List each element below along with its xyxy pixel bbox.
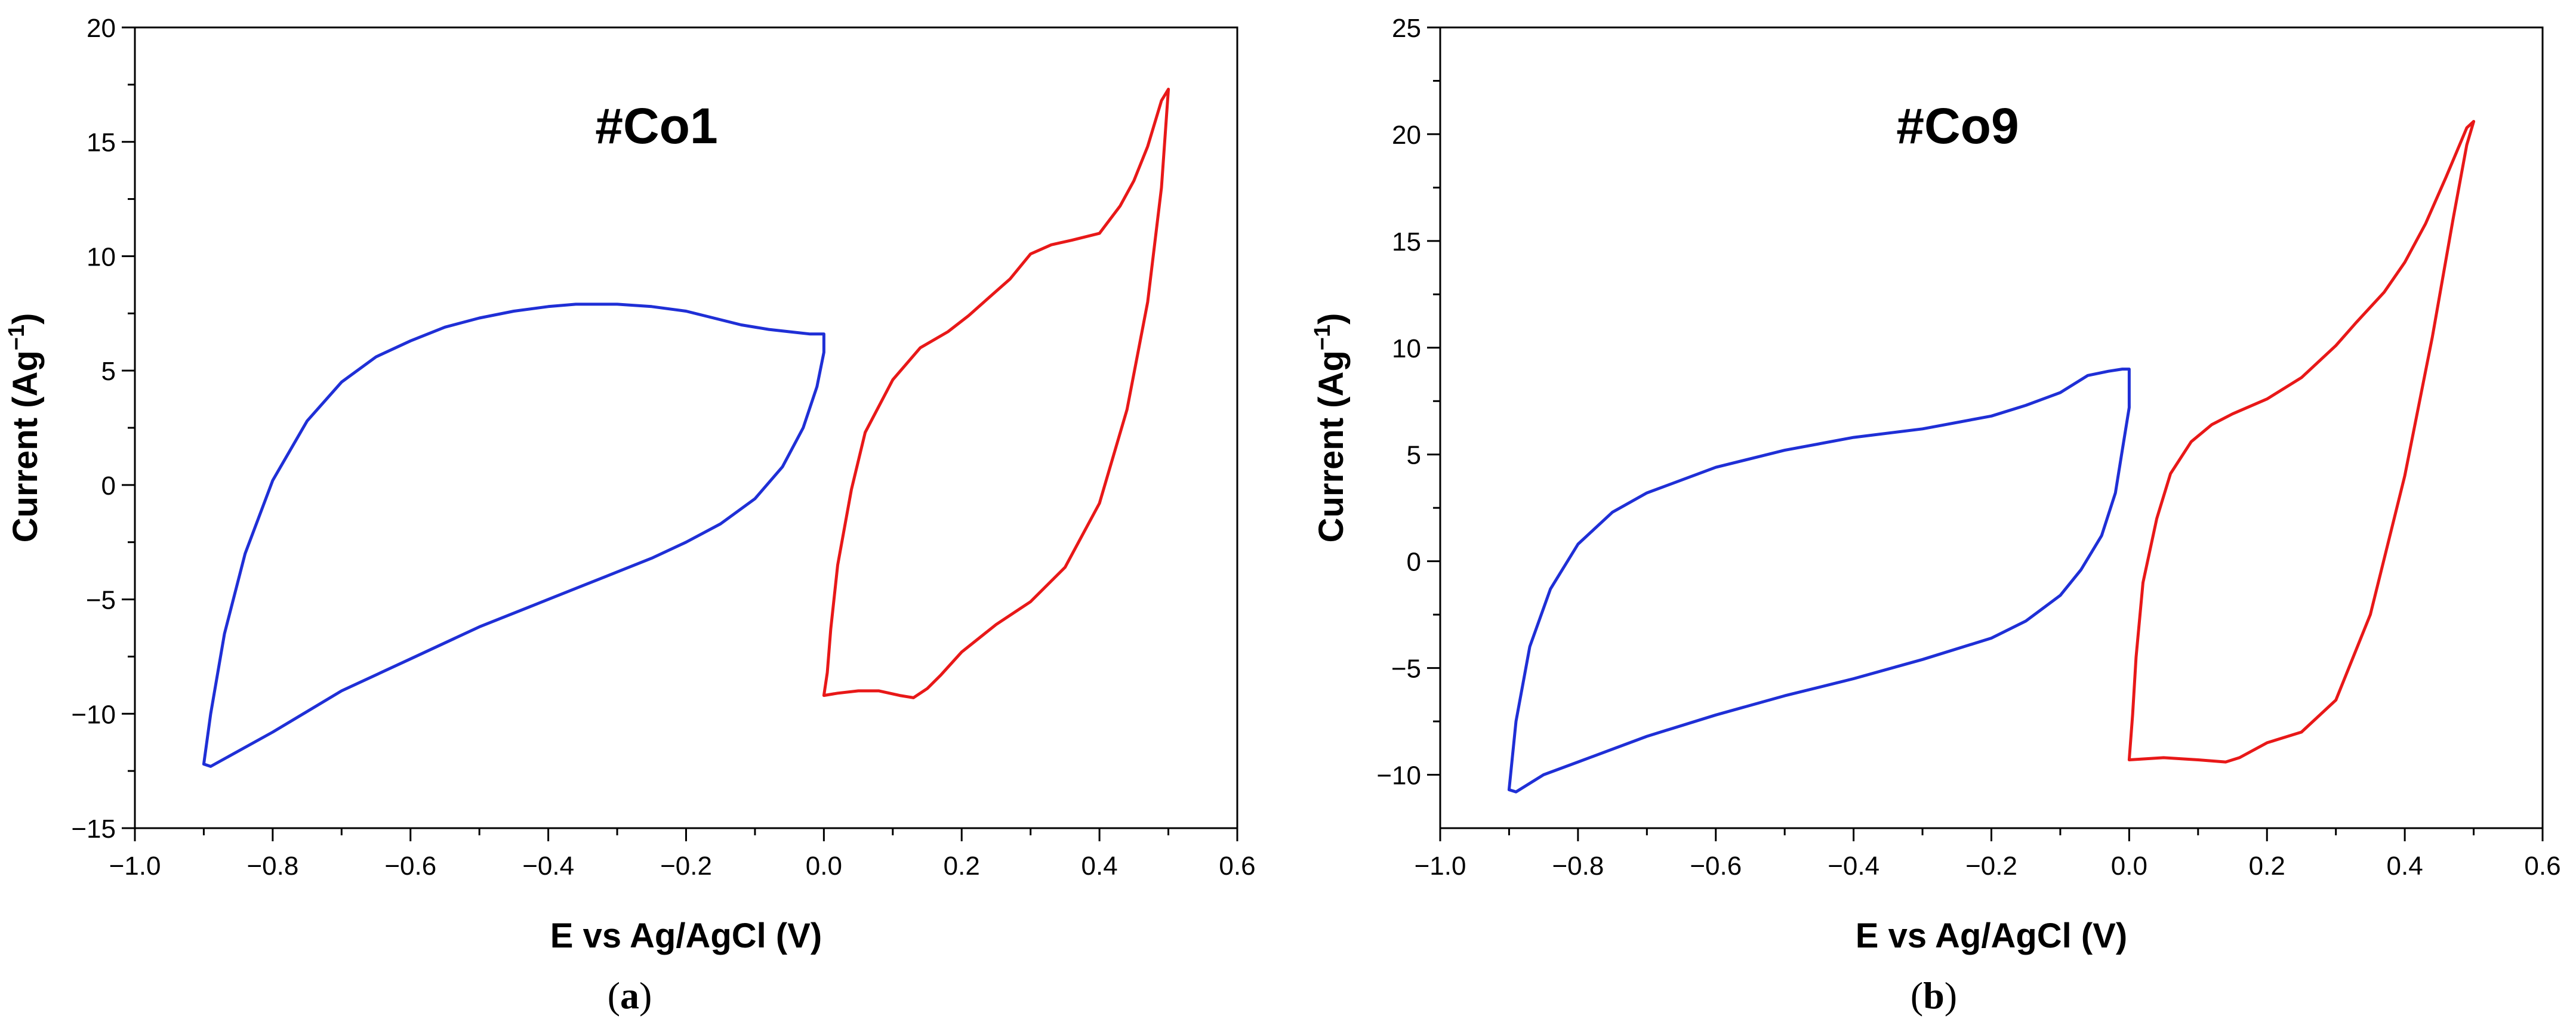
x-tick-label: 0.2	[944, 851, 980, 881]
y-tick-label: 5	[101, 357, 116, 386]
x-tick-label: 0.2	[2249, 851, 2285, 881]
chart-title: #Co1	[595, 98, 717, 154]
y-tick-label: 20	[87, 14, 116, 43]
y-tick-label: 0	[101, 471, 116, 501]
y-tick-label: −15	[71, 814, 116, 844]
series-line-positive	[822, 88, 1170, 699]
x-tick-label: −1.0	[1415, 851, 1466, 881]
x-tick-label: −0.4	[522, 851, 574, 881]
x-tick-label: 0.4	[1081, 851, 1118, 881]
y-tick-label: 10	[1392, 334, 1421, 363]
chart-panel-b: −1.0 −0.8 −0.6 −0.4 −0.2 0.0 0.2 0.4 0.6 −10 −5 0 5 1…	[1310, 14, 2561, 1017]
panel-caption: (b)	[1911, 974, 1957, 1017]
x-tick-label: 0.4	[2387, 851, 2423, 881]
x-tick-label: 0.6	[2524, 851, 2560, 881]
y-tick-label: 25	[1392, 14, 1421, 43]
x-tick-label: 0.0	[806, 851, 842, 881]
series-line-negative	[1507, 368, 2131, 794]
chart-title: #Co9	[1896, 98, 2019, 154]
x-tick-label: −1.0	[109, 851, 161, 881]
chart-panel-a: −1.0 −0.8 −0.6 −0.4 −0.2 0.0 0.2 0.4 0.6 −15 −10 −5…	[4, 14, 1256, 1017]
x-tick-label: 0.6	[1219, 851, 1255, 881]
x-tick-label: −0.6	[384, 851, 436, 881]
x-axis-label: E vs Ag/AgCl (V)	[550, 916, 822, 955]
x-tick-label: 0.0	[2111, 851, 2147, 881]
y-tick-label: −10	[1376, 761, 1421, 791]
x-tick-label: −0.4	[1828, 851, 1879, 881]
x-tick-label: −0.8	[1552, 851, 1604, 881]
y-tick-label: 15	[87, 128, 116, 158]
y-axis-label: Current (Ag−1)	[1310, 313, 1351, 543]
x-tick-label: −0.6	[1690, 851, 1742, 881]
y-tick-label: 10	[87, 242, 116, 271]
y-axis-label: Current (Ag−1)	[4, 313, 45, 543]
x-tick-label: −0.8	[246, 851, 298, 881]
x-axis-label: E vs Ag/AgCl (V)	[1856, 916, 2127, 955]
y-tick-label: −10	[71, 700, 116, 729]
series-line-negative	[202, 303, 825, 768]
series-line-positive	[2127, 120, 2476, 764]
y-tick-label: 5	[1407, 441, 1421, 470]
panel-caption: (a)	[608, 974, 652, 1017]
y-tick-label: 0	[1407, 548, 1421, 577]
y-tick-label: 20	[1392, 121, 1421, 150]
y-tick-label: −5	[1391, 655, 1421, 684]
x-tick-label: −0.2	[1965, 851, 2017, 881]
x-tick-label: −0.2	[660, 851, 712, 881]
y-tick-label: −5	[86, 586, 116, 615]
y-tick-label: 15	[1392, 227, 1421, 257]
